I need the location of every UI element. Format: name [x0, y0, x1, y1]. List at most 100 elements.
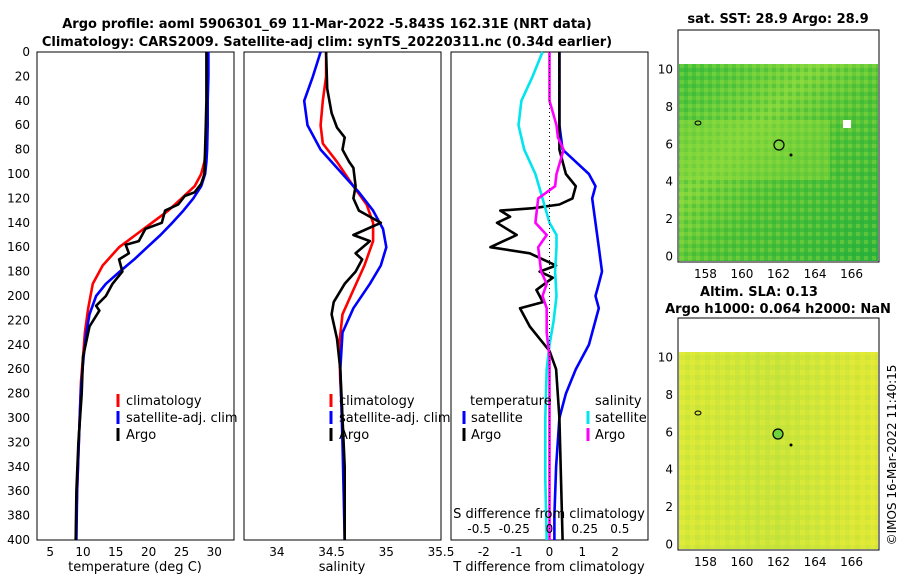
salinity-tick-label: 34.5 — [318, 545, 345, 559]
legend-climatology-label: climatology — [339, 394, 415, 409]
legend-argo-label: Argo — [339, 428, 369, 443]
map-x-tick-label: 160 — [731, 555, 754, 569]
legend-climatology-label: climatology — [126, 394, 202, 409]
depth-tick-label: 40 — [15, 94, 30, 108]
depth-tick-label: 400 — [7, 533, 30, 547]
s-difference-tick-label: 0.5 — [610, 522, 629, 536]
map-y-tick-label: 10 — [658, 63, 673, 77]
t-difference-tick-label: 1 — [579, 545, 587, 559]
t-difference-tick-label: -1 — [511, 545, 523, 559]
sst-missing-cell — [843, 120, 851, 128]
depth-tick-label: 120 — [7, 191, 30, 205]
difference-legend: temperature satellite Argo salinity sate… — [462, 394, 647, 443]
t-difference-tick-label: -2 — [478, 545, 490, 559]
sst-map-ticks: 158 160 162 164 166 0 2 4 6 8 10 — [658, 63, 863, 281]
map-x-tick-label: 164 — [804, 267, 827, 281]
depth-tick-label: 140 — [7, 216, 30, 230]
temperature-profiles — [74, 52, 210, 541]
island-dot — [789, 153, 793, 157]
temperature-tick-label: 10 — [75, 545, 90, 559]
legend-argo-label: Argo — [126, 428, 156, 443]
series-argo — [74, 52, 208, 541]
map-x-tick-label: 162 — [767, 555, 790, 569]
series-salinity-satellite — [517, 51, 558, 541]
depth-tick-label: 340 — [7, 460, 30, 474]
temperature-tick-label: 30 — [207, 545, 222, 559]
legend-satellite-label: satellite-adj. clim — [339, 411, 451, 426]
map-y-tick-label: 8 — [665, 388, 673, 402]
difference-profiles — [489, 51, 604, 541]
t-difference-tick-label: 2 — [611, 545, 619, 559]
t-difference-axis-label: T difference from climatology — [452, 560, 645, 575]
s-difference-tick-label: -0.5 — [467, 522, 490, 536]
legend-s-satellite-label: satellite — [595, 411, 647, 426]
depth-tick-label: 60 — [15, 118, 30, 132]
temperature-tick-label: 25 — [174, 545, 189, 559]
salinity-axis-label: salinity — [319, 560, 366, 575]
legend-t-satellite-label: satellite — [471, 411, 523, 426]
s-difference-tick-label: -0.25 — [499, 522, 530, 536]
temperature-axis-label: temperature (deg C) — [68, 560, 202, 575]
map-x-tick-label: 158 — [694, 267, 717, 281]
salinity-legend: climatology satellite-adj. clim Argo — [329, 394, 451, 443]
depth-tick-label: 280 — [7, 387, 30, 401]
map-x-tick-label: 166 — [840, 555, 863, 569]
depth-tick-label: 20 — [15, 69, 30, 83]
legend-satellite-label: satellite-adj. clim — [126, 411, 238, 426]
legend-t-argo-label: Argo — [471, 428, 501, 443]
temperature-tick-label: 20 — [141, 545, 156, 559]
depth-tick-label: 180 — [7, 265, 30, 279]
map-y-tick-label: 2 — [665, 500, 673, 514]
series-temperature-argo — [489, 52, 578, 541]
salinity-tick-label: 35.5 — [428, 545, 455, 559]
sst-map-title: sat. SST: 28.9 Argo: 28.9 — [687, 12, 868, 27]
salinity-profiles — [302, 51, 388, 541]
map-x-tick-label: 166 — [840, 267, 863, 281]
sla-map-title-line1: Altim. SLA: 0.13 — [700, 285, 818, 300]
sst-heatmap-texture — [679, 64, 878, 261]
temperature-panel — [36, 51, 235, 541]
timestamp: ©IMOS 16-Mar-2022 11:40:15 — [885, 365, 899, 546]
map-y-tick-label: 2 — [665, 212, 673, 226]
depth-tick-label: 220 — [7, 313, 30, 327]
figure-title-line1: Argo profile: aoml 5906301_69 11-Mar-202… — [62, 17, 592, 32]
legend-temperature-title: temperature — [470, 394, 552, 409]
map-y-tick-label: 4 — [665, 175, 673, 189]
figure-title-line2: Climatology: CARS2009. Satellite-adj cli… — [42, 35, 612, 50]
temperature-tick-label: 15 — [108, 545, 123, 559]
map-y-tick-label: 10 — [658, 351, 673, 365]
depth-axis-labels: 0 20 40 60 80 100 120 140 160 180 200 220 240 260 280 3… — [7, 45, 30, 547]
salinity-tick-label: 34 — [269, 545, 284, 559]
s-difference-tick-label: 0 — [546, 522, 554, 536]
s-difference-tick-label: 0.25 — [571, 522, 598, 536]
argo-location-marker — [772, 428, 784, 440]
depth-tick-label: 100 — [7, 167, 30, 181]
depth-tick-label: 380 — [7, 509, 30, 523]
temperature-tick-label: 5 — [46, 545, 54, 559]
map-y-tick-label: 6 — [665, 137, 673, 151]
s-difference-axis-label: S difference from climatology — [453, 507, 645, 522]
salinity-difference-ticks: -0.5 -0.25 0 0.25 0.5 — [467, 522, 629, 536]
island-contour — [694, 120, 702, 126]
series-argo — [324, 51, 383, 540]
series-salinity-argo — [534, 52, 565, 540]
depth-tick-label: 260 — [7, 362, 30, 376]
temperature-x-ticks: 5 10 15 20 25 30 — [46, 545, 222, 559]
temperature-legend: climatology satellite-adj. clim Argo — [116, 394, 238, 443]
map-y-tick-label: 6 — [665, 425, 673, 439]
map-x-tick-label: 162 — [767, 267, 790, 281]
salinity-x-ticks: 34 34.5 35 35.5 — [269, 545, 454, 559]
depth-tick-label: 200 — [7, 289, 30, 303]
sla-map-ticks: 158 160 162 164 166 0 2 4 6 8 10 — [658, 351, 863, 569]
difference-x-ticks: -2 -1 0 1 2 — [478, 545, 619, 559]
map-y-tick-label: 4 — [665, 463, 673, 477]
depth-tick-label: 160 — [7, 240, 30, 254]
t-difference-tick-label: 0 — [546, 545, 554, 559]
map-x-tick-label: 158 — [694, 555, 717, 569]
argo-location-marker — [773, 139, 785, 151]
sla-heatmap-texture — [679, 352, 878, 549]
depth-tick-label: 240 — [7, 338, 30, 352]
island-dot — [789, 443, 793, 447]
salinity-tick-label: 35 — [379, 545, 394, 559]
